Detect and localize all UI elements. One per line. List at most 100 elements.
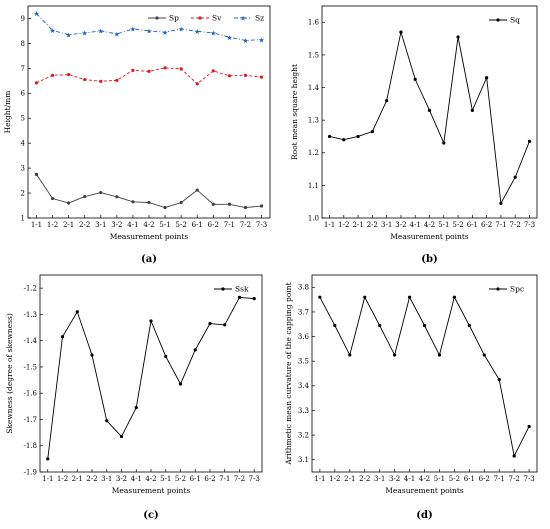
y-axis-label: Height/mm (3, 91, 12, 134)
y-tick-label: -1.5 (24, 363, 38, 371)
legend-marker (496, 18, 500, 22)
plot-frame (321, 5, 538, 219)
x-tick-label: 1-1 (31, 221, 42, 229)
x-tick-label: 2-1 (63, 221, 74, 229)
x-tick-label: 3-1 (374, 475, 385, 483)
data-point-spc (393, 353, 397, 357)
data-point-sq (470, 108, 474, 112)
y-tick-label: 1 (21, 214, 25, 222)
x-tick-label: 6-1 (464, 475, 475, 483)
data-point-ssk (90, 353, 94, 357)
data-point-spc (422, 323, 427, 328)
data-point-sp (243, 205, 248, 210)
y-tick-label: 3.4 (298, 382, 310, 390)
x-tick-label: 2-1 (344, 475, 355, 483)
data-point-ssk (237, 295, 242, 299)
data-point-spc (348, 353, 352, 357)
data-point-sz: ★ (146, 28, 152, 36)
data-point-sv (34, 81, 39, 85)
y-tick-label: 4 (21, 140, 26, 148)
chart-panel-4: 3.1 3.2 3.3 3.4 3.5 3.6 3.7 3.8 1-1 1-2 2-1 2-2 3-1 3… (284, 274, 538, 521)
x-tick-label: 2-2 (86, 475, 97, 483)
data-point-sp (211, 202, 215, 206)
data-point-sq (327, 134, 332, 139)
data-point-spc (318, 295, 322, 299)
y-tick-label: 1.5 (308, 51, 319, 59)
data-point-sz: ★ (226, 34, 232, 42)
x-tick-label: 2-1 (352, 221, 363, 229)
data-point-sp (163, 205, 167, 210)
y-tick-label: -1.6 (24, 390, 38, 398)
y-tick-label: 3.6 (298, 333, 310, 341)
legend-marker (198, 16, 202, 20)
data-point-sp (147, 200, 151, 205)
chart-panel-2: 1.0 1.1 1.2 1.3 1.4 1.5 1.6 1-1 1-2 2-1 2-2 3-1 3-2 4… (290, 5, 538, 265)
y-tick-label: 3.3 (298, 407, 309, 415)
y-tick-label: 3 (21, 165, 25, 173)
y-tick-label: 2 (21, 189, 25, 197)
x-tick-label: 5-1 (160, 475, 171, 483)
data-point-sp (34, 172, 39, 176)
x-tick-label: 1-2 (47, 221, 58, 229)
data-point-sv (83, 77, 87, 82)
y-tick-label: 1.1 (308, 182, 319, 190)
x-tick-label: 2-2 (79, 221, 90, 229)
x-tick-label: 7-1 (495, 221, 506, 229)
y-tick-label: 1.2 (308, 149, 319, 157)
data-point-sq (527, 139, 532, 143)
legend-marker: ★ (240, 15, 246, 23)
x-tick-label: 4-2 (419, 475, 430, 483)
data-point-ssk (252, 297, 256, 301)
x-tick-label: 4-2 (424, 221, 435, 229)
x-tick-label: 4-2 (143, 221, 154, 229)
x-tick-label: 3-1 (381, 221, 392, 229)
y-tick-label: 3.2 (298, 431, 309, 439)
y-tick-label: 7 (21, 65, 25, 73)
x-tick-label: 1-2 (57, 475, 68, 483)
x-tick-label: 4-1 (127, 221, 138, 229)
data-point-sq (370, 129, 374, 134)
x-tick-label: 6-1 (192, 221, 203, 229)
data-point-sv (195, 82, 199, 86)
data-point-sz: ★ (162, 29, 168, 37)
data-point-sv (147, 69, 151, 73)
y-axis-label: Skewness (degree of skewness) (5, 313, 14, 434)
y-tick-label: -1.2 (24, 285, 38, 293)
x-tick-label: 7-1 (494, 475, 505, 483)
data-point-ssk (164, 354, 168, 359)
chart-panel-1: 1 2 3 4 5 6 7 8 9 1-1 1-2 2-1 2-2 3-1 3-2 4-1 4-2 5-1 5-2 6… (3, 5, 271, 265)
y-tick-label: -1.8 (24, 442, 38, 450)
data-point-sq (385, 98, 389, 103)
data-point-sz: ★ (49, 27, 55, 35)
y-tick-label: 3.1 (298, 456, 309, 464)
legend-marker (496, 287, 500, 291)
x-tick-label: 7-2 (240, 221, 251, 229)
data-point-ssk (75, 310, 79, 314)
data-point-sz: ★ (33, 10, 39, 18)
y-tick-label: -1.3 (24, 311, 38, 319)
y-tick-label: -1.7 (24, 416, 38, 424)
data-point-sq (442, 141, 446, 145)
x-tick-label: 3-2 (389, 475, 400, 483)
x-tick-label: 7-1 (219, 475, 230, 483)
data-point-sz: ★ (98, 28, 104, 36)
data-point-sz: ★ (258, 36, 264, 44)
data-point-sv (115, 78, 119, 82)
y-tick-label: 8 (21, 40, 25, 48)
x-tick-label: 1-1 (314, 475, 325, 483)
data-point-sq (513, 175, 517, 179)
data-point-sp (195, 188, 199, 192)
x-tick-label: 6-2 (208, 221, 219, 229)
plot-frame (39, 274, 263, 473)
data-point-ssk (119, 434, 124, 439)
legend-label-sv: Sv (212, 14, 222, 23)
data-point-sp (115, 195, 119, 199)
x-tick-label: 6-2 (479, 475, 490, 483)
data-point-sv (227, 74, 231, 78)
panel-label: (a) (141, 254, 157, 265)
x-tick-label: 6-2 (204, 475, 215, 483)
data-point-sq (499, 201, 503, 205)
x-tick-label: 4-1 (131, 475, 142, 483)
panel-label: (d) (416, 510, 432, 521)
data-point-ssk (193, 348, 197, 352)
